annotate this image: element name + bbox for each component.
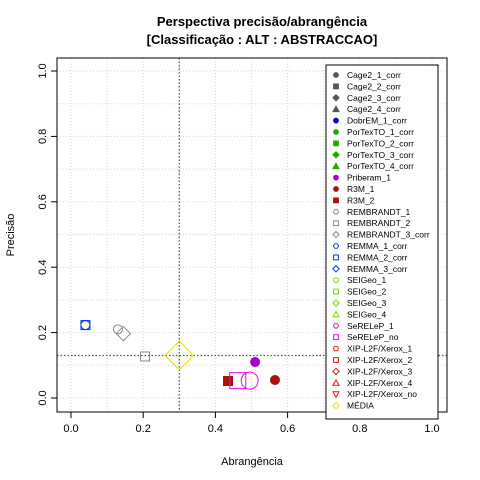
data-point <box>269 375 280 386</box>
y-tick-label: 1.0 <box>37 63 49 78</box>
legend-marker <box>333 174 339 181</box>
legend-label: REMMA_1_corr <box>347 241 408 251</box>
data-point <box>250 357 261 368</box>
legend-marker <box>332 230 340 239</box>
legend-marker <box>332 162 340 170</box>
legend-marker <box>333 72 339 78</box>
chart-subtitle: [Classificação : ALT : ABSTRACCAO] <box>147 32 378 47</box>
legend-label: PorTexTO_1_corr <box>347 127 414 137</box>
data-point <box>115 325 132 342</box>
legend-label: MÉDIA <box>347 401 374 411</box>
legend-marker <box>333 357 339 363</box>
legend-label: REMBRANDT_3_corr <box>347 230 430 240</box>
data-point <box>80 320 91 331</box>
legend-label: REMBRANDT_1 <box>347 207 411 217</box>
legend-marker <box>332 93 340 102</box>
legend-marker <box>333 83 339 90</box>
legend-marker <box>333 186 339 192</box>
legend-marker <box>333 334 339 341</box>
legend-label: Cage2_2_corr <box>347 81 401 91</box>
legend-marker <box>333 288 339 295</box>
data-point <box>164 340 195 371</box>
legend-marker <box>333 129 339 135</box>
legend-label: R3M_1 <box>347 184 375 194</box>
legend-label: PorTexTO_2_corr <box>347 138 414 148</box>
legend-marker <box>332 264 340 273</box>
y-tick-label: 0.8 <box>37 129 49 144</box>
legend-label: SeRELeP_1 <box>347 321 394 331</box>
legend-marker <box>333 208 339 215</box>
legend-marker <box>332 391 340 399</box>
legend-label: Cage2_3_corr <box>347 93 401 103</box>
legend-label: REMMA_3_corr <box>347 264 408 274</box>
legend-label: PorTexTO_3_corr <box>347 150 414 160</box>
x-tick-label: 0.0 <box>63 423 78 435</box>
legend-marker <box>333 117 339 124</box>
y-tick-label: 0.2 <box>37 325 49 340</box>
legend-label: REMMA_2_corr <box>347 252 408 262</box>
x-tick-label: 1.0 <box>424 423 439 435</box>
legend-marker <box>332 367 340 376</box>
legend-label: DobrEM_1_corr <box>347 116 407 126</box>
legend-label: PorTexTO_4_corr <box>347 161 414 171</box>
legend-marker <box>333 277 339 284</box>
legend-marker <box>332 401 340 410</box>
plot-frame <box>56 57 448 413</box>
data-points <box>80 320 280 390</box>
x-tick-label: 0.6 <box>280 423 295 435</box>
legend-marker <box>332 299 340 307</box>
y-axis-label: Precisão <box>5 214 17 257</box>
x-tick-label: 0.2 <box>136 423 151 435</box>
legend-marker <box>333 220 339 227</box>
legend-marker <box>333 140 339 147</box>
legend-marker <box>333 197 339 204</box>
legend-label: SeRELeP_no <box>347 332 399 342</box>
axes: 0.0 0.2 0.4 0.6 0.8 1.0 0.0 0.2 0.4 0.6 0.8 1.0 <box>37 63 440 435</box>
legend-marker <box>332 378 340 386</box>
legend-label: SEIGeo_1 <box>347 275 386 285</box>
legend-label: XIP-L2F/Xerox_1 <box>347 344 412 354</box>
legend-marker <box>333 243 339 249</box>
legend-marker <box>332 310 340 318</box>
y-tick-label: 0.6 <box>37 194 49 209</box>
legend-box <box>325 64 439 420</box>
data-point <box>112 324 123 335</box>
x-axis-label: Abrangência <box>221 456 284 468</box>
data-point <box>240 371 259 390</box>
chart-title: Perspectiva precisão/abrangência <box>157 14 368 29</box>
reference-lines <box>57 58 447 412</box>
legend-label: SEIGeo_4 <box>347 309 386 319</box>
y-tick-label: 0.0 <box>37 390 49 405</box>
legend-marker <box>332 105 340 113</box>
legend-marker <box>333 345 339 352</box>
data-point <box>80 320 91 331</box>
legend-label: R3M_2 <box>347 195 375 205</box>
legend-label: REMBRANDT_2 <box>347 218 411 228</box>
legend-label: SEIGeo_2 <box>347 287 386 297</box>
legend-marker <box>333 322 339 329</box>
data-point <box>229 372 247 390</box>
legend-label: XIP-L2F/Xerox_2 <box>347 355 412 365</box>
data-point <box>140 351 151 362</box>
data-point <box>223 375 234 386</box>
legend-label: Priberam_1 <box>347 173 391 183</box>
legend-label: Cage2_1_corr <box>347 70 401 80</box>
x-tick-label: 0.8 <box>352 423 367 435</box>
x-tick-label: 0.4 <box>208 423 223 435</box>
legend-label: SEIGeo_3 <box>347 298 386 308</box>
legend-label: XIP-L2F/Xerox_4 <box>347 378 412 388</box>
legend-label: Cage2_4_corr <box>347 104 401 114</box>
legend-marker <box>332 150 340 159</box>
legend-label: XIP-L2F/Xerox_3 <box>347 366 412 376</box>
legend-label: XIP-L2F/Xerox_no <box>347 389 417 399</box>
legend-marker <box>333 254 339 261</box>
y-tick-label: 0.4 <box>37 260 49 275</box>
